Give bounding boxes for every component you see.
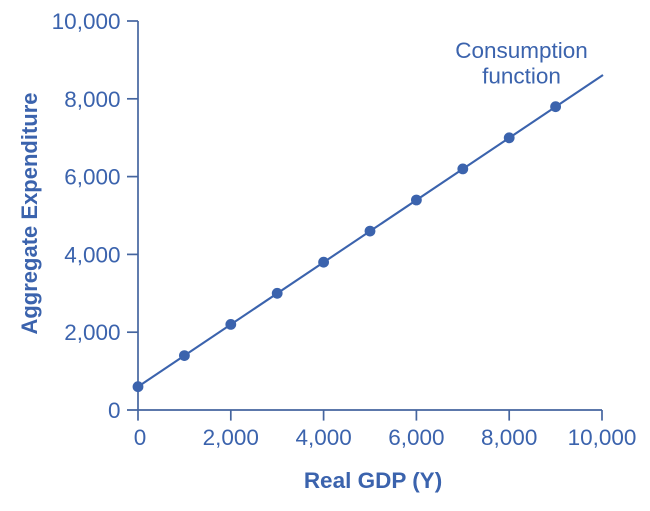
svg-text:4,000: 4,000 (295, 425, 351, 450)
svg-text:10,000: 10,000 (52, 9, 121, 34)
svg-text:4,000: 4,000 (64, 242, 120, 267)
svg-text:Consumption: Consumption (455, 38, 588, 63)
svg-text:2,000: 2,000 (203, 425, 259, 450)
svg-text:0: 0 (108, 398, 121, 423)
svg-text:Real GDP (Y): Real GDP (Y) (304, 468, 442, 493)
svg-text:6,000: 6,000 (388, 425, 444, 450)
svg-text:10,000: 10,000 (568, 425, 637, 450)
svg-text:0: 0 (134, 425, 147, 450)
svg-text:2,000: 2,000 (64, 320, 120, 345)
svg-text:8,000: 8,000 (64, 87, 120, 112)
svg-text:8,000: 8,000 (481, 425, 537, 450)
svg-text:Aggregate Expenditure: Aggregate Expenditure (17, 92, 42, 334)
svg-text:function: function (482, 64, 561, 89)
svg-text:6,000: 6,000 (64, 165, 120, 190)
